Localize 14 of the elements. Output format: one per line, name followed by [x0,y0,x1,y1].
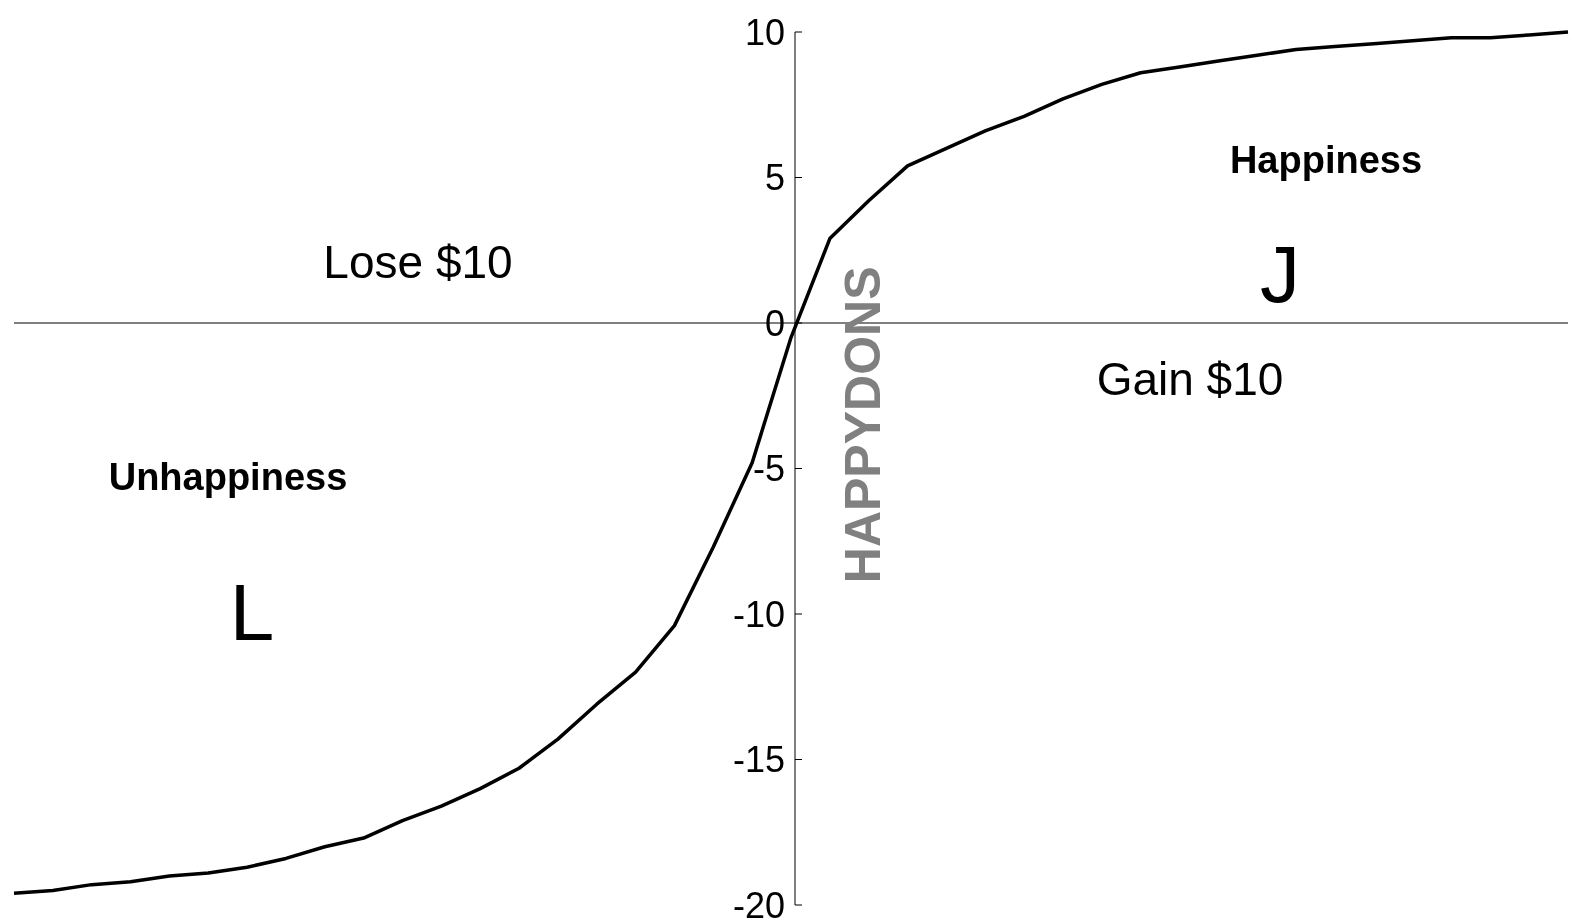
annotation: Happiness [1229,139,1423,181]
annotation: L [229,568,275,657]
annotation: Lose $10 [323,236,513,288]
y-tick-label: 5 [764,157,785,199]
annotation: J [1260,230,1300,319]
y-tick-label: 0 [764,302,785,344]
y-tick-label: -10 [732,593,785,635]
y-tick-label: -5 [752,448,785,490]
annotation: Unhappiness [108,456,348,498]
y-axis-title: HAPPYDONS [835,266,891,584]
y-tick-label: -20 [732,884,785,922]
annotation: Gain $10 [1096,353,1284,405]
y-tick-label: 10 [744,11,785,53]
y-tick-label: -15 [732,739,785,781]
